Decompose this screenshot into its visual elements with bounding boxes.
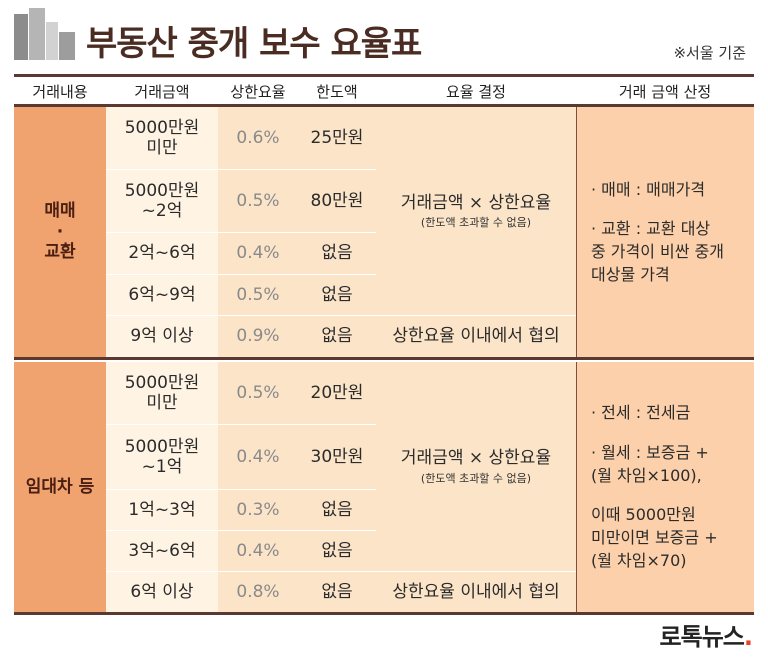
region-note: ※서울 기준 <box>673 44 746 62</box>
amount-cell: 5000만원 ~2억 <box>106 170 218 232</box>
amount-cell: 6억 이상 <box>106 572 218 612</box>
limit-cell: 20만원 <box>298 362 376 424</box>
amount-cell: 1억~3억 <box>106 490 218 530</box>
col-header-content: 거래내용 <box>32 83 88 101</box>
basis-text: · 매매 : 매매가격 · 교환 : 교환 대상 중 가격이 비싼 중개 대상물… <box>591 178 724 287</box>
basis-line: · 교환 : 교환 대상 <box>591 218 711 238</box>
amount-cell: 3억~6억 <box>106 531 218 571</box>
col-header-decision: 요율 결정 <box>446 83 506 101</box>
basis-line: 중 가격이 비싼 중개 <box>591 242 725 261</box>
col-header-basis: 거래 금액 산정 <box>618 83 712 101</box>
category-line: 매매 <box>44 201 76 222</box>
limit-cell: 30만원 <box>298 425 376 489</box>
rate-cell: 0.4% <box>218 425 298 489</box>
limit-cell: 없음 <box>298 490 376 530</box>
basis-text: · 전세 : 전세금 · 월세 : 보증금 + (월 차임×100), 이때 5… <box>591 401 718 572</box>
rate-cell: 0.6% <box>218 107 298 169</box>
amount-cell: 9억 이상 <box>106 316 218 357</box>
decision-note: (한도액 초과할 수 없음) <box>420 216 532 230</box>
brand-name: 로톡뉴스 <box>659 623 745 651</box>
limit-cell: 없음 <box>298 233 376 274</box>
top-rule <box>14 74 754 77</box>
brand-dot: . <box>743 623 753 651</box>
col-header-limit: 한도액 <box>316 83 358 101</box>
amount-cell: 5000만원 ~1억 <box>106 425 218 489</box>
category-line: 교환 <box>44 242 76 263</box>
decision-cell: 거래금액 × 상한요율 (한도액 초과할 수 없음) <box>376 107 576 315</box>
basis-line: · 매매 : 매매가격 <box>591 179 706 199</box>
category-line: 임대차 등 <box>25 476 95 497</box>
limit-cell: 없음 <box>298 316 376 357</box>
rate-cell: 0.9% <box>218 316 298 357</box>
decision-formula: 거래금액 × 상한요율 <box>400 448 552 469</box>
col-header-amount: 거래금액 <box>134 83 190 101</box>
category-lease: 임대차 등 <box>14 362 106 612</box>
section-rule <box>14 357 754 360</box>
decision-formula: 거래금액 × 상한요율 <box>400 192 552 213</box>
category-line: · <box>56 221 64 242</box>
basis-cell: · 매매 : 매매가격 · 교환 : 교환 대상 중 가격이 비싼 중개 대상물… <box>577 107 754 357</box>
rate-cell: 0.3% <box>218 490 298 530</box>
rate-cell: 0.5% <box>218 275 298 315</box>
brand-logo: 로톡뉴스. <box>659 617 753 652</box>
rate-cell: 0.5% <box>218 362 298 424</box>
rate-cell: 0.5% <box>218 170 298 232</box>
amount-cell: 5000만원 미만 <box>106 362 218 424</box>
basis-cell: · 전세 : 전세금 · 월세 : 보증금 + (월 차임×100), 이때 5… <box>577 362 754 612</box>
header-rule <box>14 104 754 107</box>
basis-line: · 월세 : 보증금 + <box>591 442 709 462</box>
page-title: 부동산 중개 보수 요율표 <box>86 24 422 64</box>
amount-cell: 6억~9억 <box>106 275 218 315</box>
limit-cell: 25만원 <box>298 107 376 169</box>
decision-negotiate-cell: 상한요율 이내에서 협의 <box>376 572 576 612</box>
basis-line: (월 차임×100), <box>591 465 702 485</box>
category-sale: 매매 · 교환 <box>14 107 106 357</box>
basis-line: (월 차임×70) <box>591 551 687 571</box>
rate-cell: 0.4% <box>218 531 298 571</box>
decision-negotiate-cell: 상한요율 이내에서 협의 <box>376 316 576 357</box>
limit-cell: 없음 <box>298 531 376 571</box>
decision-cell: 거래금액 × 상한요율 (한도액 초과할 수 없음) <box>376 362 576 571</box>
limit-cell: 80만원 <box>298 170 376 232</box>
amount-cell: 5000만원 미만 <box>106 107 218 169</box>
basis-line: 미만이면 보증금 + <box>591 528 718 548</box>
basis-line: 이때 5000만원 <box>591 505 696 524</box>
rate-cell: 0.4% <box>218 233 298 274</box>
basis-line: 대상물 가격 <box>591 265 670 285</box>
limit-cell: 없음 <box>298 275 376 315</box>
decision-note: (한도액 초과할 수 없음) <box>420 471 532 485</box>
amount-cell: 2억~6억 <box>106 233 218 274</box>
basis-line: · 전세 : 전세금 <box>591 403 691 423</box>
limit-cell: 없음 <box>298 572 376 612</box>
col-header-rate: 상한요율 <box>230 83 286 101</box>
bottom-rule <box>14 612 754 615</box>
rate-cell: 0.8% <box>218 572 298 612</box>
building-icon <box>14 8 75 60</box>
